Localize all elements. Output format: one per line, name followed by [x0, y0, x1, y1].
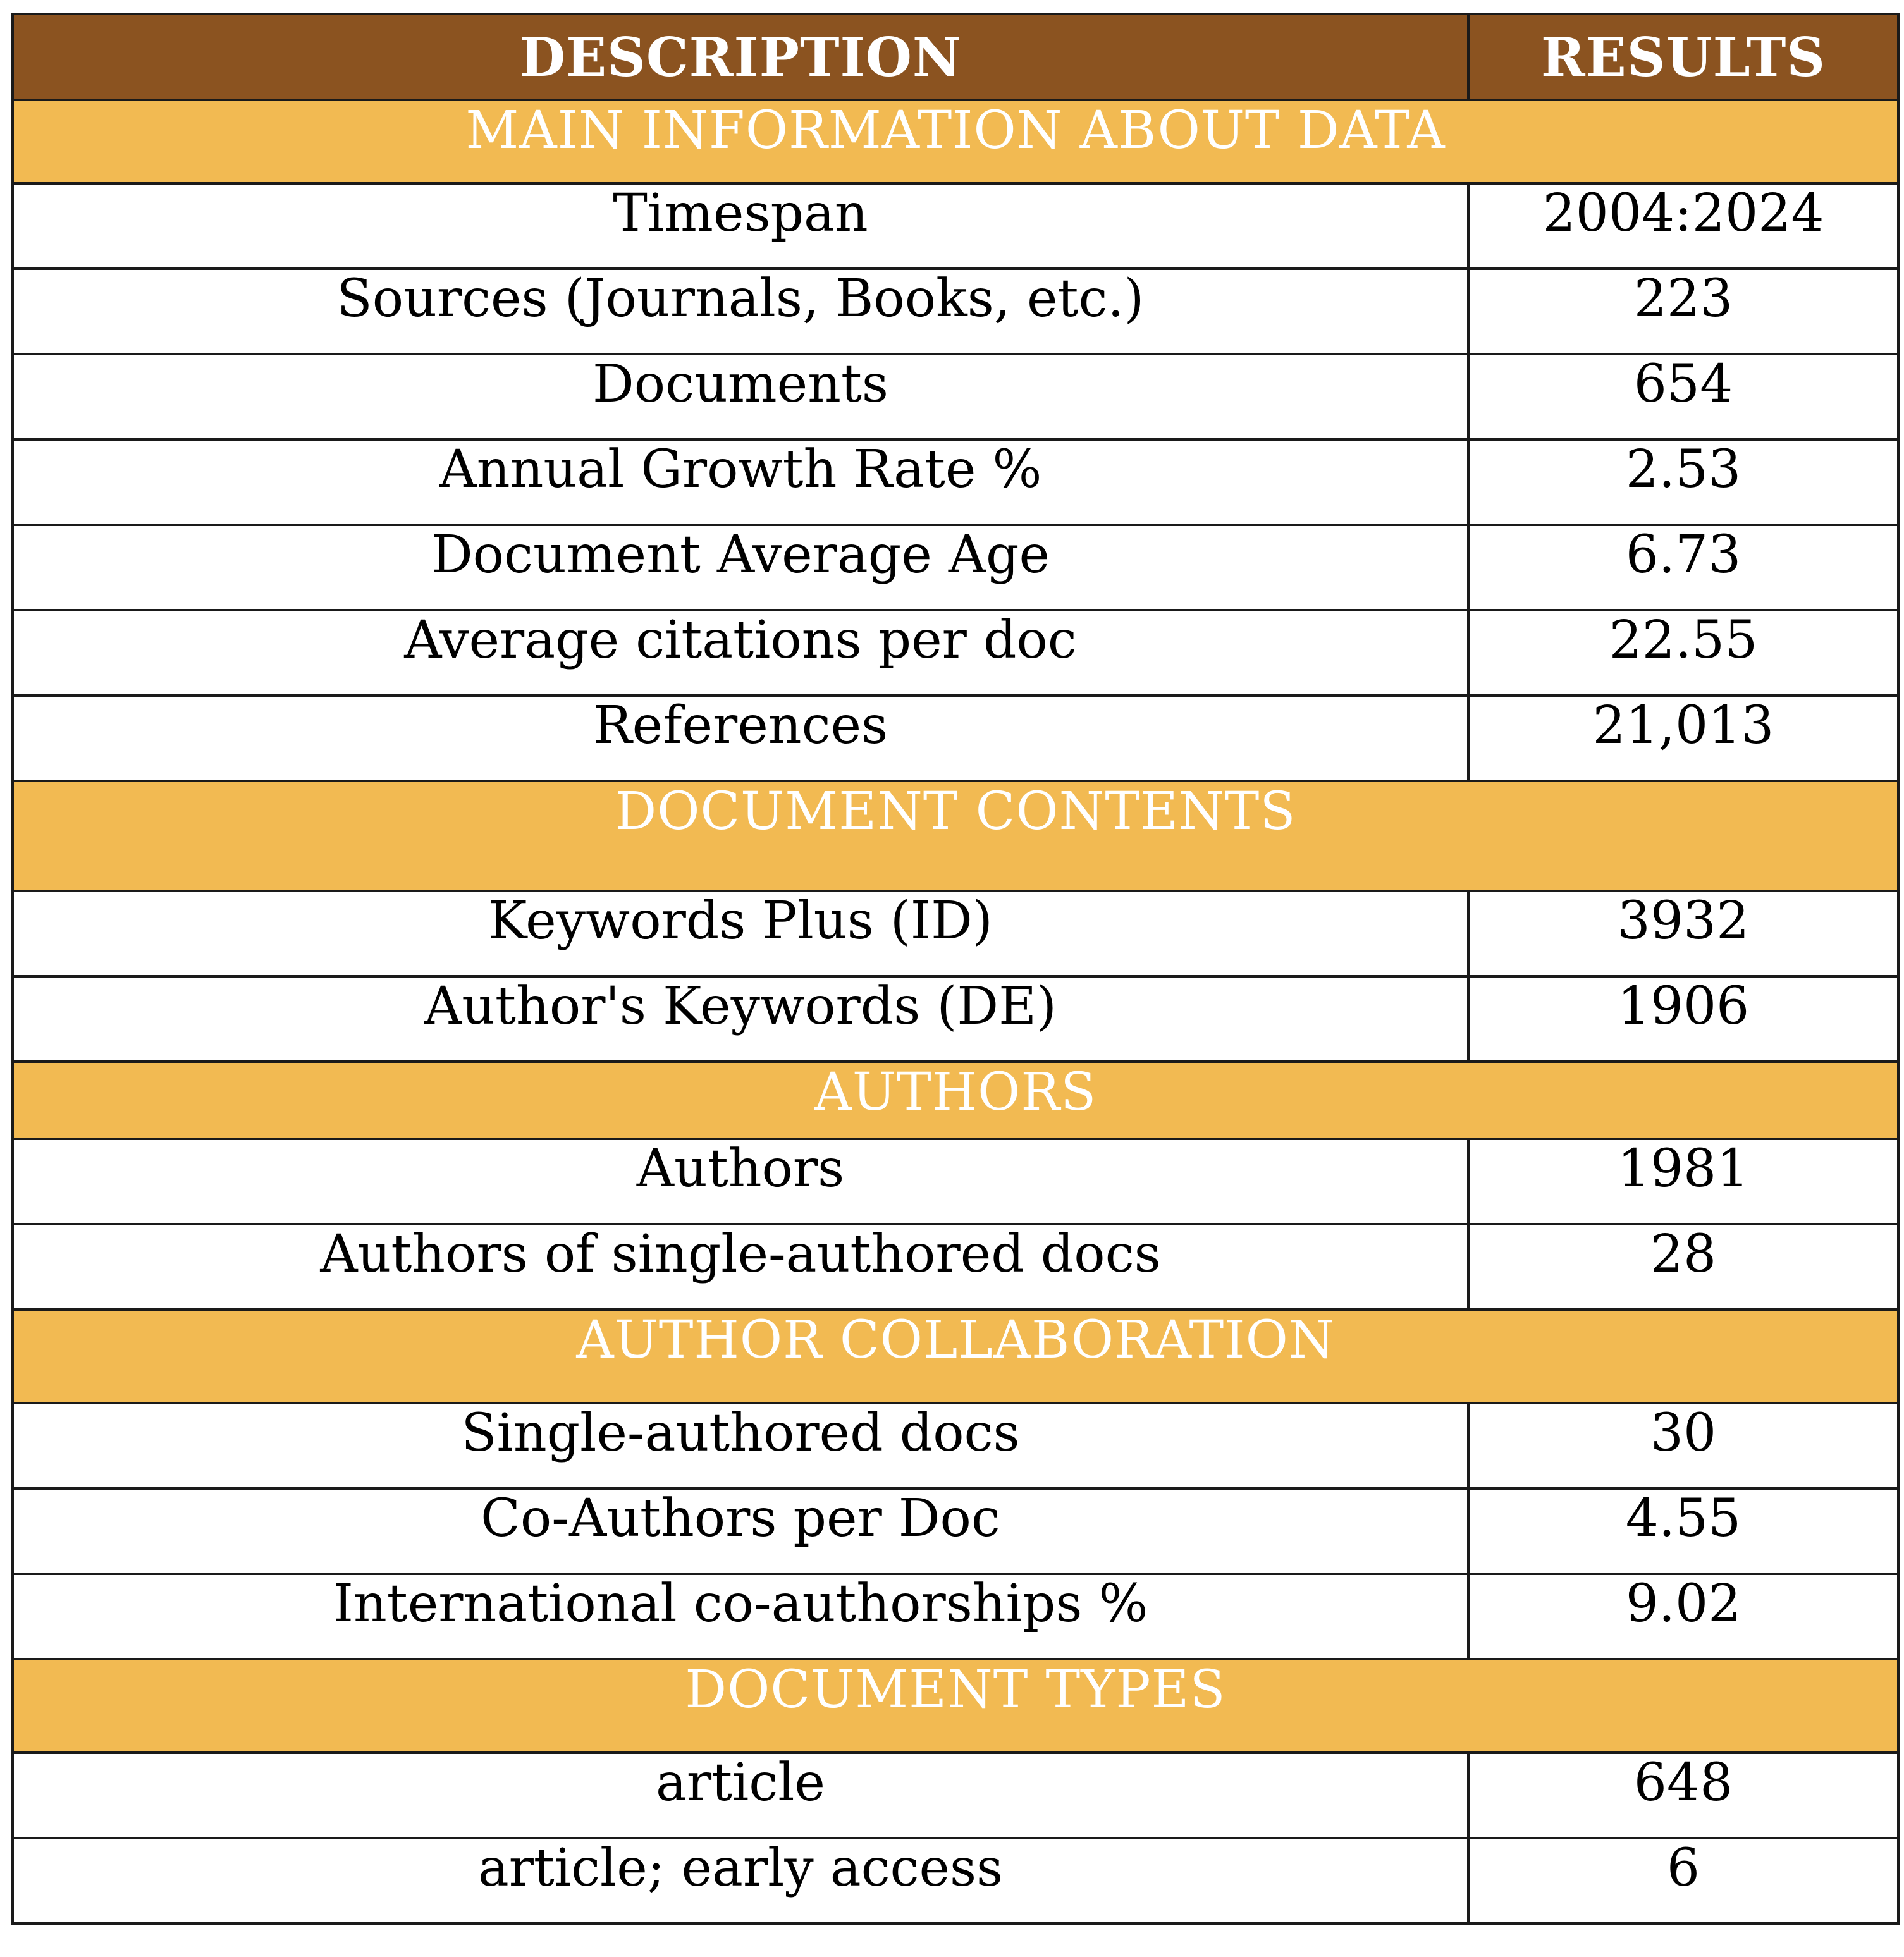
row-label: Document Average Age — [11, 524, 1470, 611]
row-label: Co-Authors per Doc — [11, 1487, 1470, 1575]
table-row: Annual Growth Rate % 2.53 — [11, 438, 1900, 526]
section-title: AUTHOR COLLABORATION — [11, 1308, 1900, 1404]
row-value: 4.55 — [1467, 1487, 1900, 1575]
row-label: Author's Keywords (DE) — [11, 975, 1470, 1063]
row-value: 654 — [1467, 353, 1900, 441]
results-column-header: RESULTS — [1467, 13, 1900, 101]
row-label: Authors — [11, 1138, 1470, 1225]
table-row: article; early access 6 — [11, 1837, 1900, 1925]
section-title: DOCUMENT CONTENTS — [11, 780, 1900, 892]
table-row: Authors of single-authored docs 28 — [11, 1223, 1900, 1311]
row-value: 28 — [1467, 1223, 1900, 1311]
row-label: article; early access — [11, 1837, 1470, 1925]
row-value: 2004:2024 — [1467, 182, 1900, 270]
description-column-header: DESCRIPTION — [11, 13, 1470, 101]
table-row: Average citations per doc 22.55 — [11, 609, 1900, 697]
row-value: 3932 — [1467, 890, 1900, 978]
table-row: Document Average Age 6.73 — [11, 524, 1900, 611]
row-label: Sources (Journals, Books, etc.) — [11, 267, 1470, 355]
row-value: 1906 — [1467, 975, 1900, 1063]
row-label: Timespan — [11, 182, 1470, 270]
table-row: Sources (Journals, Books, etc.) 223 — [11, 267, 1900, 355]
row-value: 6.73 — [1467, 524, 1900, 611]
row-value: 223 — [1467, 267, 1900, 355]
row-label: International co-authorships % — [11, 1573, 1470, 1660]
section-title: AUTHORS — [11, 1060, 1900, 1140]
row-label: Authors of single-authored docs — [11, 1223, 1470, 1311]
table-row: Authors 1981 — [11, 1138, 1900, 1225]
row-label: Single-authored docs — [11, 1402, 1470, 1490]
section-title: DOCUMENT TYPES — [11, 1658, 1900, 1754]
row-value: 1981 — [1467, 1138, 1900, 1225]
row-value: 21,013 — [1467, 694, 1900, 782]
row-value: 30 — [1467, 1402, 1900, 1490]
section-header-main-information: MAIN INFORMATION ABOUT DATA — [11, 99, 1900, 185]
table-row: References 21,013 — [11, 694, 1900, 782]
row-label: Annual Growth Rate % — [11, 438, 1470, 526]
row-value: 6 — [1467, 1837, 1900, 1925]
table-row: article 648 — [11, 1751, 1900, 1839]
table-row: Author's Keywords (DE) 1906 — [11, 975, 1900, 1063]
row-label: Average citations per doc — [11, 609, 1470, 697]
row-label: References — [11, 694, 1470, 782]
section-header-author-collaboration: AUTHOR COLLABORATION — [11, 1308, 1900, 1404]
row-value: 648 — [1467, 1751, 1900, 1839]
table-row: Single-authored docs 30 — [11, 1402, 1900, 1490]
section-title: MAIN INFORMATION ABOUT DATA — [11, 99, 1900, 185]
table-row: International co-authorships % 9.02 — [11, 1573, 1900, 1660]
table-row: Documents 654 — [11, 353, 1900, 441]
table-header-row: DESCRIPTION RESULTS — [11, 13, 1900, 101]
section-header-document-types: DOCUMENT TYPES — [11, 1658, 1900, 1754]
section-header-document-contents: DOCUMENT CONTENTS — [11, 780, 1900, 892]
table-row: Timespan 2004:2024 — [11, 182, 1900, 270]
row-label: Keywords Plus (ID) — [11, 890, 1470, 978]
row-value: 2.53 — [1467, 438, 1900, 526]
table-row: Keywords Plus (ID) 3932 — [11, 890, 1900, 978]
row-label: article — [11, 1751, 1470, 1839]
row-value: 22.55 — [1467, 609, 1900, 697]
row-value: 9.02 — [1467, 1573, 1900, 1660]
section-header-authors: AUTHORS — [11, 1060, 1900, 1140]
table-row: Co-Authors per Doc 4.55 — [11, 1487, 1900, 1575]
row-label: Documents — [11, 353, 1470, 441]
main-information-table: DESCRIPTION RESULTS MAIN INFORMATION ABO… — [11, 13, 1900, 1925]
